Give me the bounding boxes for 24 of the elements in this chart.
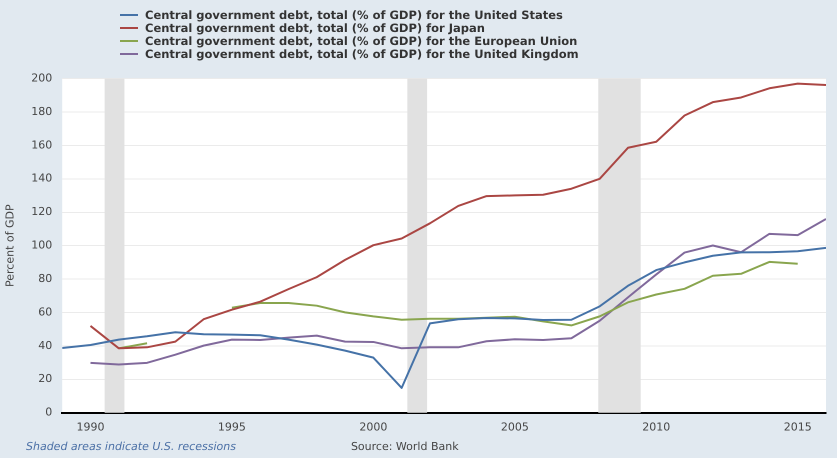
x-tick-label: 1990 — [76, 420, 104, 434]
y-tick-label: 160 — [31, 138, 52, 152]
y-tick-label: 40 — [38, 338, 52, 352]
x-tick-label: 2000 — [359, 420, 388, 434]
legend-label: Central government debt, total (% of GDP) for Japan — [145, 20, 485, 34]
y-tick-label: 0 — [45, 406, 52, 419]
y-tick-label: 120 — [31, 205, 52, 218]
legend-label: Central government debt, total (% of GDP) for the European Union — [145, 34, 578, 48]
x-tick-label: 2015 — [784, 420, 812, 434]
x-tick-label: 2010 — [642, 420, 670, 434]
y-tick-label: 180 — [31, 104, 52, 118]
y-tick-label: 60 — [38, 305, 52, 318]
legend-label: Central government debt, total (% of GDP) for the United Kingdom — [145, 46, 579, 60]
y-tick-label: 200 — [31, 71, 52, 84]
x-tick-label: 1995 — [218, 420, 246, 434]
legend-label: Central government debt, total (% of GDP) for the United States — [145, 8, 563, 22]
y-tick-label: 140 — [31, 172, 52, 185]
y-tick-label: 80 — [38, 272, 52, 285]
text: Shaded areas indicate U.S. recessions — [26, 440, 236, 453]
source-note: Source: World Bank — [350, 440, 459, 453]
y-axis-title: Percent of GDP — [3, 204, 16, 288]
x-tick-label: 2005 — [500, 420, 529, 434]
y-tick-label: 100 — [31, 238, 52, 252]
y-tick-label: 20 — [38, 372, 52, 386]
